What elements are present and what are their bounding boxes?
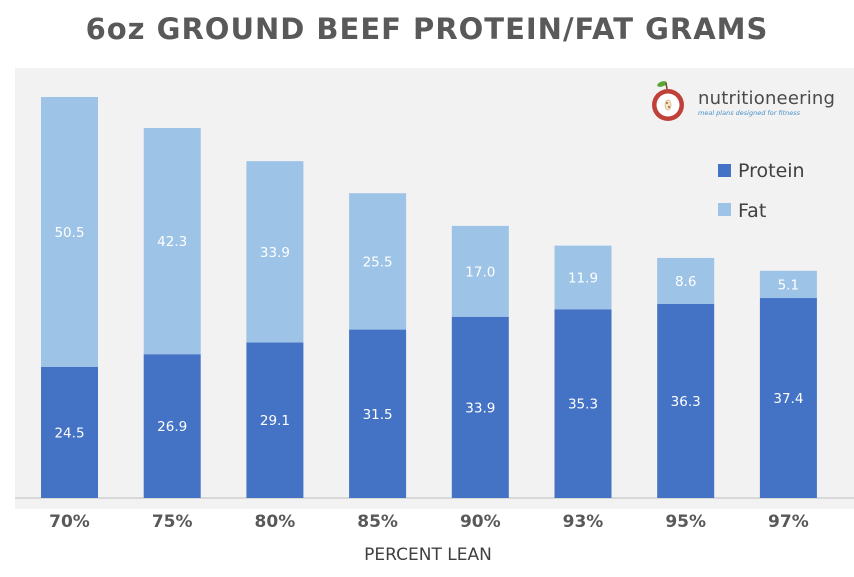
data-label-fat-1: 42.3: [157, 234, 187, 250]
nutritioneering-logo: nutritioneering meal plans designed for …: [648, 78, 838, 128]
bar-fat-6: [657, 257, 715, 304]
data-label-fat-0: 50.5: [54, 225, 84, 241]
bar-protein-2: [246, 342, 304, 498]
data-label-fat-7: 5.1: [778, 277, 799, 293]
bar-protein-7: [759, 298, 817, 498]
data-label-fat-6: 8.6: [675, 274, 696, 290]
legend-label-protein: Protein: [738, 160, 805, 182]
x-axis-label: PERCENT LEAN: [364, 545, 492, 565]
data-label-fat-3: 25.5: [363, 254, 393, 270]
legend: Protein Fat: [718, 160, 805, 222]
x-tick-label-7: 97%: [768, 512, 809, 532]
x-tick-label-3: 85%: [357, 512, 398, 532]
x-tick-label-2: 80%: [255, 512, 296, 532]
x-tick-label-0: 70%: [49, 512, 90, 532]
data-label-protein-1: 26.9: [157, 419, 187, 435]
bar-protein-6: [657, 303, 715, 498]
bar-protein-0: [41, 367, 98, 498]
x-tick-label-6: 95%: [665, 512, 706, 532]
x-tick-label-4: 90%: [460, 512, 501, 532]
data-label-protein-5: 35.3: [568, 397, 598, 413]
chart-title: 6oz GROUND BEEF PROTEIN/FAT GRAMS: [85, 12, 769, 46]
data-label-fat-2: 33.9: [260, 245, 290, 261]
bar-fat-3: [349, 193, 407, 330]
data-label-protein-6: 36.3: [671, 394, 701, 410]
bar-protein-5: [554, 309, 612, 498]
bar-protein-3: [349, 329, 407, 498]
data-label-fat-4: 17.0: [465, 264, 495, 280]
bar-protein-1: [143, 354, 201, 498]
x-ticks-group: 70% 75% 80% 85% 90% 93% 95% 97%: [49, 512, 809, 532]
bar-fat-2: [246, 161, 304, 343]
data-label-protein-2: 29.1: [260, 413, 290, 429]
bar-fat-4: [451, 225, 509, 317]
legend-label-fat: Fat: [738, 200, 766, 222]
data-label-protein-4: 33.9: [465, 400, 495, 416]
logo-tagline: meal plans designed for fitness: [698, 109, 801, 117]
x-tick-label-1: 75%: [152, 512, 193, 532]
bars-group: 24.5 50.5 26.9 42.3 29.1 33.9 31.5 25.5 33.9 17.0…: [41, 97, 817, 498]
bar-fat-5: [554, 245, 612, 310]
logo-name: nutritioneering: [698, 88, 836, 109]
bar-fat-7: [759, 270, 817, 299]
data-label-protein-3: 31.5: [363, 407, 393, 423]
data-label-protein-7: 37.4: [773, 391, 803, 407]
apple-icon: [652, 81, 684, 121]
data-label-protein-0: 24.5: [54, 426, 84, 442]
legend-swatch-fat: [718, 203, 731, 216]
data-label-fat-5: 11.9: [568, 270, 598, 286]
x-tick-label-5: 93%: [563, 512, 604, 532]
bar-protein-4: [451, 316, 509, 498]
legend-swatch-protein: [718, 164, 731, 177]
bar-fat-1: [143, 128, 201, 355]
bar-fat-0: [41, 97, 98, 368]
